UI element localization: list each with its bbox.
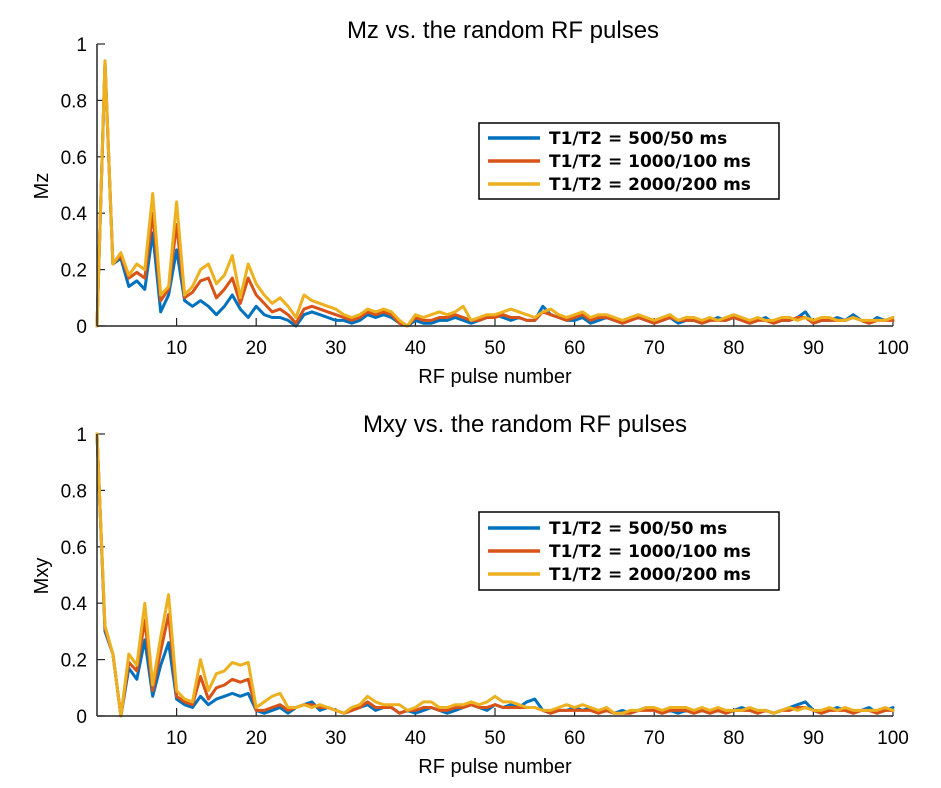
- mxy-legend-entry-1: T1/T2 = 500/50 ms: [488, 519, 727, 539]
- mxy-legend-label-3: T1/T2 = 2000/200 ms: [549, 565, 751, 585]
- mxy-x-tick-label: 80: [723, 728, 744, 749]
- mxy-legend-entry-2: T1/T2 = 1000/100 ms: [488, 542, 751, 562]
- mz-legend-entry-2: T1/T2 = 1000/100 ms: [488, 152, 751, 172]
- mz-x-tick-label: 60: [564, 338, 585, 359]
- mz-x-tick-label: 90: [803, 338, 824, 359]
- mxy-y-tick-label: 0: [76, 707, 87, 728]
- mz-legend: T1/T2 = 500/50 ms T1/T2 = 1000/100 ms T1…: [478, 122, 780, 200]
- mz-x-tick-label: 10: [166, 338, 187, 359]
- mz-legend-label-1: T1/T2 = 500/50 ms: [549, 129, 727, 149]
- mz-legend-entry-1: T1/T2 = 500/50 ms: [488, 129, 727, 149]
- mxy-chart-title: Mxy vs. the random RF pulses: [363, 411, 687, 438]
- mz-y-axis-label: Mz: [31, 173, 53, 200]
- mz-y-tick-label: 0.6: [61, 148, 87, 169]
- mz-y-tick-label: 0.2: [61, 261, 87, 282]
- mz-x-axis-label: RF pulse number: [418, 366, 572, 388]
- mxy-x-tick-label: 50: [484, 728, 505, 749]
- mz-x-tick-label: 100: [877, 338, 909, 359]
- mxy-legend-label-1: T1/T2 = 500/50 ms: [549, 519, 727, 539]
- mz-x-tick-label: 70: [644, 338, 665, 359]
- mz-chart: Mz vs. the random RF pulses RF pulse num…: [31, 17, 909, 388]
- mz-y-tick-label: 0.4: [61, 204, 88, 225]
- mz-y-tick-label: 0.8: [61, 91, 87, 112]
- mz-x-tick-label: 30: [325, 338, 346, 359]
- mxy-x-axis-label: RF pulse number: [418, 756, 572, 778]
- mxy-series-1000-100-line: [95, 432, 895, 718]
- mz-x-tick-label: 80: [723, 338, 744, 359]
- mz-x-tick-label: 50: [484, 338, 505, 359]
- mxy-x-tick-label: 70: [644, 728, 665, 749]
- mxy-chart: Mxy vs. the random RF pulses RF pulse nu…: [31, 411, 909, 778]
- mz-x-tick-label: 20: [246, 338, 267, 359]
- mz-y-tick-label: 0: [76, 317, 87, 338]
- mxy-y-tick-label: 0.2: [61, 651, 87, 672]
- mz-legend-label-3: T1/T2 = 2000/200 ms: [549, 175, 751, 195]
- mxy-x-tick-label: 10: [166, 728, 187, 749]
- mxy-y-tick-label: 0.6: [61, 538, 87, 559]
- mz-series-1000-100-line: [95, 59, 895, 328]
- mxy-y-tick-label: 0.8: [61, 481, 87, 502]
- mxy-legend: T1/T2 = 500/50 ms T1/T2 = 1000/100 ms T1…: [478, 511, 780, 591]
- mxy-x-tick-label: 30: [325, 728, 346, 749]
- mxy-legend-entry-3: T1/T2 = 2000/200 ms: [488, 565, 751, 585]
- mz-x-tick-label: 40: [405, 338, 426, 359]
- mxy-x-tick-label: 60: [564, 728, 585, 749]
- mxy-x-tick-label: 40: [405, 728, 426, 749]
- mxy-y-axis-label: Mxy: [31, 558, 53, 595]
- mxy-y-tick-label: 0.4: [61, 594, 88, 615]
- mz-series-2000-200-line: [95, 59, 895, 328]
- mz-legend-label-2: T1/T2 = 1000/100 ms: [549, 152, 751, 172]
- mz-y-tick-label: 1: [76, 35, 87, 56]
- mxy-y-tick-label: 1: [76, 425, 87, 446]
- mz-legend-entry-3: T1/T2 = 2000/200 ms: [488, 175, 751, 195]
- mxy-series-2000-200-line: [95, 432, 895, 718]
- mxy-x-tick-label: 90: [803, 728, 824, 749]
- mz-chart-title: Mz vs. the random RF pulses: [347, 17, 659, 44]
- mxy-x-tick-label: 20: [246, 728, 267, 749]
- mxy-legend-label-2: T1/T2 = 1000/100 ms: [549, 542, 751, 562]
- mxy-x-tick-label: 100: [877, 728, 909, 749]
